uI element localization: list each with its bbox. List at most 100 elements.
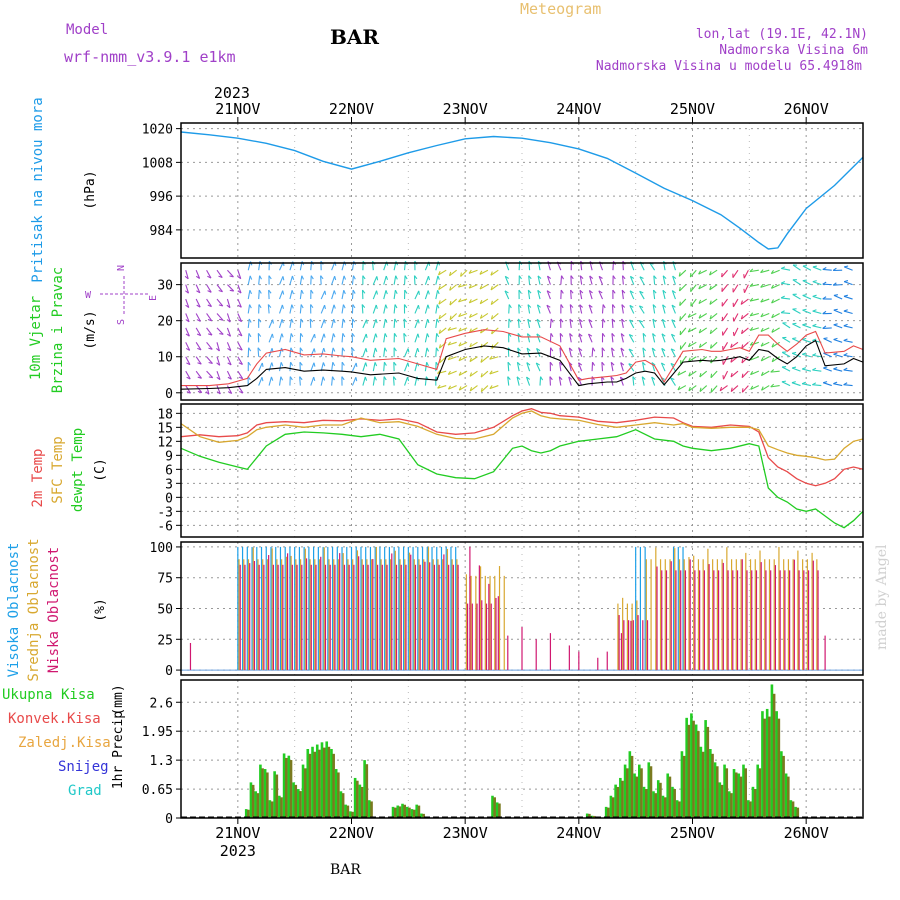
wind-barb-flag xyxy=(237,319,242,323)
wind-barb-flag xyxy=(249,275,253,280)
wind-barb-flag xyxy=(248,347,252,352)
wind-barb xyxy=(812,310,822,315)
wind-barb-flag xyxy=(351,332,355,337)
wind-barb xyxy=(341,333,344,343)
precip-bar-conv xyxy=(346,805,350,818)
wind-barb-flag xyxy=(216,391,221,395)
wind-barb xyxy=(469,312,478,319)
wind-barb-flag xyxy=(447,341,451,346)
wind-barb-flag xyxy=(741,373,744,378)
wind-barb-flag xyxy=(427,304,430,309)
wind-barb xyxy=(424,333,428,343)
wind-barb-flag xyxy=(653,275,657,280)
wind-barb-flag xyxy=(449,315,452,320)
wind-barb xyxy=(268,319,274,329)
precip-bar-total xyxy=(311,746,314,818)
wind-barb-flag xyxy=(426,347,430,352)
wind-barb-flag xyxy=(550,318,554,323)
wind-barb-flag xyxy=(802,352,807,355)
wind-barb-flag xyxy=(458,386,462,391)
wind-barb-flag xyxy=(376,276,379,281)
wind-barb xyxy=(258,275,261,285)
wind-barb xyxy=(195,313,201,322)
wind-barb xyxy=(638,305,645,314)
wind-barb xyxy=(424,347,428,357)
wind-barb-flag xyxy=(812,353,817,356)
wind-barb xyxy=(698,269,707,275)
wind-barb-flag xyxy=(333,318,336,324)
precip-bar-total xyxy=(761,711,764,818)
wind-barb-flag xyxy=(238,376,243,380)
wind-barb xyxy=(351,275,354,285)
wind-barb xyxy=(577,377,583,386)
wind-barb-flag xyxy=(823,337,828,340)
wind-barb xyxy=(740,313,749,320)
wind-barb-flag xyxy=(802,337,807,341)
wind-barb xyxy=(546,304,551,314)
wind-barb-flag xyxy=(208,361,213,365)
wind-barb xyxy=(641,376,645,386)
wind-barb xyxy=(750,356,760,361)
wind-barb xyxy=(448,385,457,390)
wind-barb xyxy=(195,356,202,365)
wind-barb-flag xyxy=(679,301,681,306)
ylabel-wind-sub: Brzina i Pravac xyxy=(50,267,66,393)
wind-barb xyxy=(801,383,812,387)
wind-barb-flag xyxy=(403,304,408,309)
wind-barb xyxy=(662,290,666,300)
wind-barb-flag xyxy=(332,361,336,367)
wind-barb-flag xyxy=(601,361,605,366)
wind-barb-flag xyxy=(218,318,224,321)
wind-barb-flag xyxy=(407,362,410,367)
wind-barb-flag xyxy=(280,362,284,367)
wind-barb-flag xyxy=(489,385,493,389)
wind-barb-flag xyxy=(611,318,616,323)
precip-bar-total xyxy=(727,791,731,818)
wind-barb xyxy=(195,370,202,379)
wind-barb-flag xyxy=(365,333,368,338)
wind-barb-flag xyxy=(226,304,231,309)
wind-barb xyxy=(741,327,749,335)
wind-barb xyxy=(247,275,251,285)
wind-barb xyxy=(404,362,409,372)
wind-barb xyxy=(435,290,439,300)
wind-barb xyxy=(458,370,468,376)
wind-barb-flag xyxy=(267,304,272,308)
wind-barb xyxy=(438,269,447,276)
precip-bar-conv xyxy=(327,746,331,818)
wind-barb-flag xyxy=(672,290,676,294)
precip-bar-total xyxy=(325,741,329,818)
wind-barb-flag xyxy=(760,371,764,376)
wind-barb xyxy=(447,341,457,346)
wind-barb-flag xyxy=(362,275,366,280)
wind-barb-flag xyxy=(322,362,326,367)
ytick-label: 1.95 xyxy=(142,725,173,740)
wind-barb xyxy=(372,276,378,285)
wind-barb-flag xyxy=(527,333,531,337)
wind-barb-flag xyxy=(239,391,244,394)
wind-barb xyxy=(771,341,780,348)
wind-barb-flag xyxy=(760,298,764,303)
wind-barb xyxy=(331,290,335,300)
precip-bar-conv xyxy=(261,768,264,818)
wind-barb-flag xyxy=(698,285,702,290)
wind-barb-flag xyxy=(802,294,807,296)
wind-barb xyxy=(802,265,812,271)
precip-bar-conv xyxy=(763,718,766,818)
wind-barb-flag xyxy=(342,318,346,323)
wind-barb xyxy=(781,366,791,372)
wind-barb-flag xyxy=(560,304,564,309)
wind-barb-flag xyxy=(812,294,817,297)
precip-bar-conv xyxy=(753,789,757,818)
wind-barb xyxy=(459,385,468,391)
wind-barb-flag xyxy=(270,376,274,381)
wind-barb-flag xyxy=(823,366,828,369)
wind-barb xyxy=(331,319,335,329)
wind-barb xyxy=(383,347,386,357)
wind-barb xyxy=(185,313,190,323)
wind-barb-flag xyxy=(677,371,681,376)
x-year-bottom: 2023 xyxy=(220,842,256,860)
wind-barb xyxy=(331,275,336,285)
wind-barb xyxy=(504,290,510,300)
